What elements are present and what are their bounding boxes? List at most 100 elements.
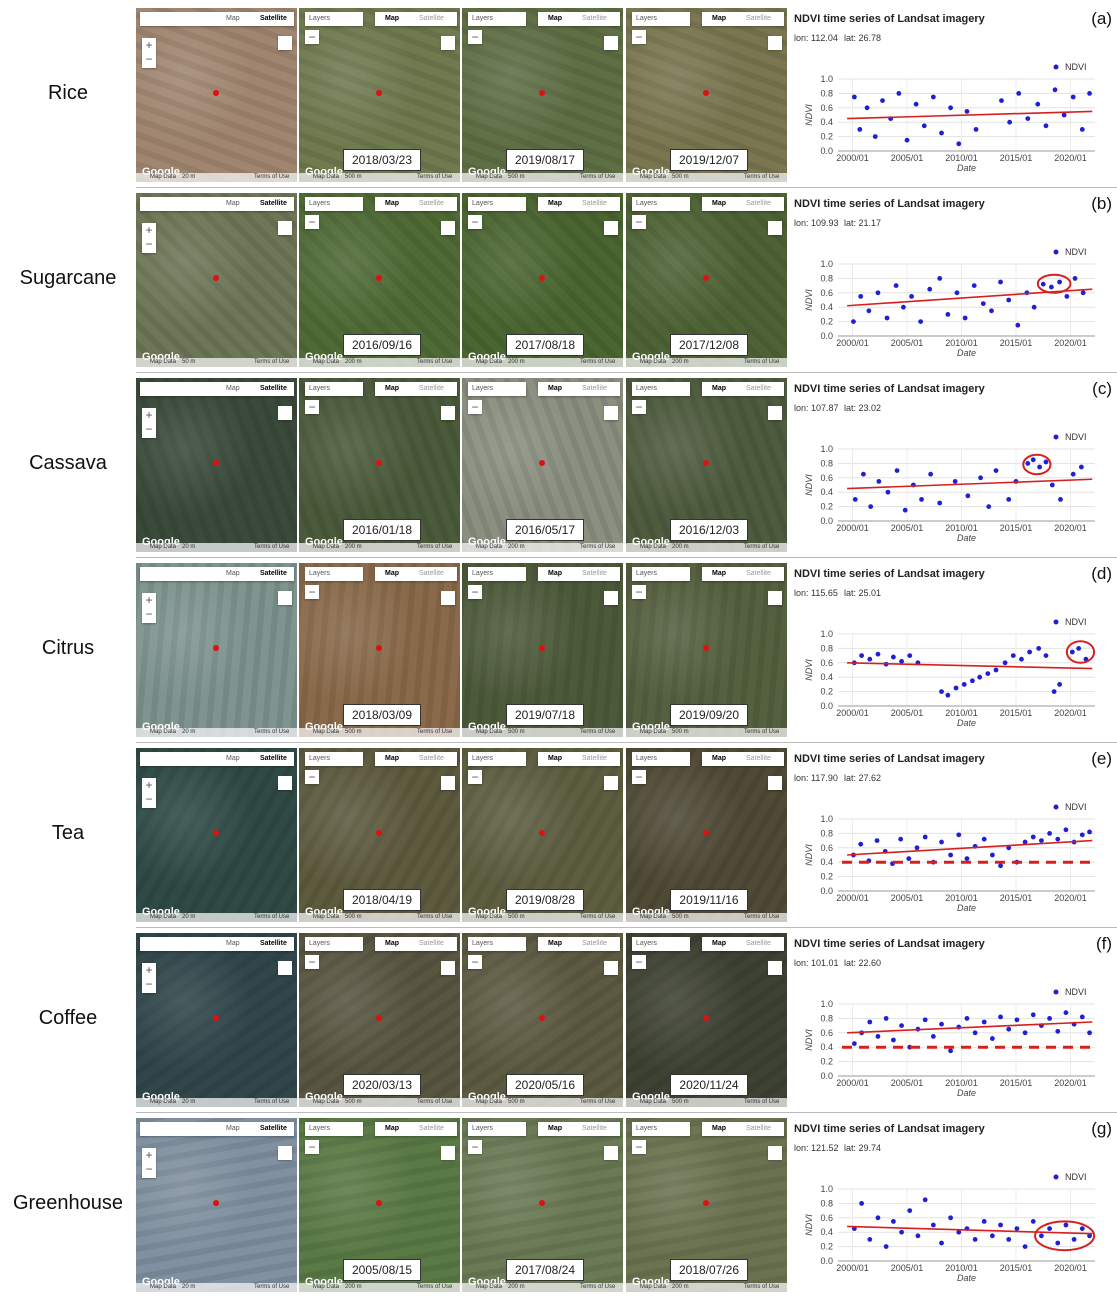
longitude: lon: 117.90 bbox=[794, 773, 838, 783]
panel-label: (e) bbox=[1091, 749, 1112, 768]
data-point bbox=[919, 497, 924, 502]
data-point bbox=[1011, 653, 1016, 658]
map-type-control: MapSatellite bbox=[702, 752, 784, 766]
zoom-out: − bbox=[142, 607, 156, 621]
data-point bbox=[1073, 276, 1078, 281]
location-marker bbox=[376, 1015, 382, 1021]
satellite-button: Satellite bbox=[746, 752, 771, 766]
map-data: Map Data bbox=[476, 543, 502, 552]
y-tick-label: 0.2 bbox=[820, 317, 833, 327]
zoom-control: +− bbox=[142, 963, 156, 993]
landsat-map: LayersMapSatellite−2017/08/24GoogleMap D… bbox=[462, 1118, 624, 1292]
map-data: Map Data bbox=[476, 358, 502, 367]
data-point bbox=[939, 1241, 944, 1246]
map-button: Map bbox=[548, 752, 562, 766]
data-point bbox=[1081, 290, 1086, 295]
data-point bbox=[1076, 646, 1081, 651]
location-marker bbox=[213, 830, 219, 836]
legend-label: NDVI bbox=[1065, 247, 1087, 257]
data-point bbox=[1015, 1226, 1020, 1231]
x-tick-label: 2020/01 bbox=[1054, 338, 1087, 348]
y-tick-label: 1.0 bbox=[820, 999, 833, 1009]
y-tick-label: 0.6 bbox=[820, 473, 833, 483]
data-point bbox=[861, 472, 866, 477]
landsat-map: LayersMapSatellite−2016/05/17GoogleMap D… bbox=[462, 378, 624, 552]
layers-text: Layers bbox=[472, 382, 493, 396]
layers-text: Layers bbox=[309, 197, 330, 211]
longitude: lon: 121.52 bbox=[794, 1143, 839, 1153]
fullscreen-control bbox=[441, 776, 455, 790]
zoom-out: − bbox=[142, 792, 156, 806]
data-point bbox=[873, 134, 878, 139]
row-label: Cassava bbox=[0, 452, 136, 475]
date-label: 2020/03/13 bbox=[343, 1074, 421, 1096]
location-marker bbox=[703, 1015, 709, 1021]
terms-of-use: Terms of Use bbox=[580, 358, 615, 367]
fullscreen-control bbox=[604, 406, 618, 420]
map-type-control: MapSatellite bbox=[375, 567, 457, 581]
data-point bbox=[1047, 831, 1052, 836]
x-tick-label: 2000/01 bbox=[836, 708, 869, 718]
data-point bbox=[999, 98, 1004, 103]
data-point bbox=[898, 837, 903, 842]
satellite-button: Satellite bbox=[419, 567, 444, 581]
map-data: Map Data bbox=[313, 728, 339, 737]
data-point bbox=[1035, 102, 1040, 107]
ndvi-chart: NDVI time series of Landsat imagerylon: … bbox=[790, 1118, 1117, 1298]
y-tick-label: 0.6 bbox=[820, 1213, 833, 1223]
x-tick-label: 2015/01 bbox=[1000, 893, 1033, 903]
ndvi-chart: NDVI time series of Landsat imagerylon: … bbox=[790, 378, 1117, 558]
landsat-map: LayersMapSatellite−2019/12/07GoogleMap D… bbox=[626, 8, 788, 182]
data-point bbox=[884, 1016, 889, 1021]
location-marker bbox=[213, 1200, 219, 1206]
fullscreen-control bbox=[768, 406, 782, 420]
landsat-map: LayersMapSatellite−2019/08/28GoogleMap D… bbox=[462, 748, 624, 922]
data-point bbox=[1080, 832, 1085, 837]
x-tick-label: 2010/01 bbox=[945, 1078, 978, 1088]
data-point bbox=[1044, 653, 1049, 658]
scale-text: 500 m bbox=[345, 173, 362, 182]
map-type-control: MapSatellite bbox=[702, 12, 784, 26]
scale-text: 20 m bbox=[182, 728, 195, 737]
data-point bbox=[1057, 280, 1062, 285]
scale-text: 500 m bbox=[508, 913, 525, 922]
location-marker bbox=[539, 645, 545, 651]
location-marker bbox=[213, 275, 219, 281]
layers-control: Layers bbox=[632, 937, 690, 951]
data-point bbox=[868, 504, 873, 509]
longitude: lon: 115.65 bbox=[794, 588, 838, 598]
legend-marker bbox=[1054, 620, 1059, 625]
y-tick-label: 0.2 bbox=[820, 1057, 833, 1067]
satellite-button: Satellite bbox=[582, 752, 607, 766]
zoom-out: − bbox=[468, 770, 482, 784]
x-axis-label: Date bbox=[957, 903, 976, 913]
satellite-button: Satellite bbox=[260, 937, 287, 951]
data-point bbox=[998, 1223, 1003, 1228]
landsat-map: LayersMapSatellite−2018/07/26GoogleMap D… bbox=[626, 1118, 788, 1292]
map-type-control: MapSatellite bbox=[375, 382, 457, 396]
terms-of-use: Terms of Use bbox=[417, 173, 452, 182]
landsat-map: LayersMapSatellite−2018/03/23GoogleMap D… bbox=[299, 8, 461, 182]
row-label: Tea bbox=[0, 822, 136, 845]
layers-control: Layers bbox=[632, 12, 690, 26]
terms-of-use: Terms of Use bbox=[254, 358, 289, 367]
x-tick-label: 2005/01 bbox=[891, 893, 924, 903]
map-button: Map bbox=[712, 567, 726, 581]
satellite-button: Satellite bbox=[260, 197, 287, 211]
data-point bbox=[876, 479, 881, 484]
terms-of-use: Terms of Use bbox=[580, 913, 615, 922]
terms-of-use: Terms of Use bbox=[417, 543, 452, 552]
fullscreen-control bbox=[278, 776, 292, 790]
map-type-control: MapSatellite bbox=[538, 567, 620, 581]
map-data: Map Data bbox=[150, 173, 176, 182]
legend-label: NDVI bbox=[1065, 432, 1087, 442]
map-button: Map bbox=[385, 382, 399, 396]
terms-of-use: Terms of Use bbox=[254, 543, 289, 552]
zoom-control: − bbox=[632, 400, 646, 414]
x-tick-label: 2020/01 bbox=[1054, 1263, 1087, 1273]
zoom-out: − bbox=[142, 977, 156, 991]
data-point bbox=[1055, 1029, 1060, 1034]
map-type-control: MapSatellite bbox=[140, 197, 294, 211]
